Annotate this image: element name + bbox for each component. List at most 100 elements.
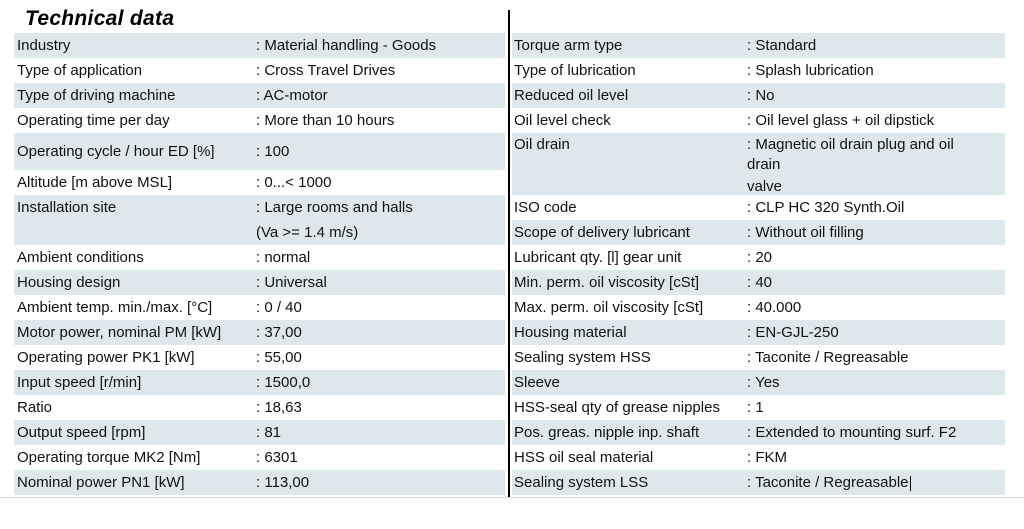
- table-row: Motor power, nominal PM [kW]: 37,00: [14, 320, 505, 345]
- row-value: : 55,00: [256, 349, 505, 366]
- row-label: Min. perm. oil viscosity [cSt]: [514, 274, 700, 291]
- row-value: : 0 / 40: [256, 299, 505, 316]
- row-value: : More than 10 hours: [256, 112, 505, 129]
- row-label: Altitude [m above MSL]: [17, 174, 173, 191]
- row-value: : Large rooms and halls (Va >= 1.4 m/s): [256, 195, 505, 245]
- row-label: Input speed [r/min]: [17, 374, 142, 391]
- table-row: Input speed [r/min] : 1500,0: [14, 370, 505, 395]
- row-value-line: : Without oil filling: [747, 224, 864, 241]
- row-label: Housing material: [514, 324, 627, 341]
- table-row: Housing material: EN-GJL-250: [512, 320, 1005, 345]
- row-label: Housing design: [17, 274, 121, 291]
- row-value: : Extended to mounting surf. F2: [747, 424, 1005, 441]
- row-value: : 100: [256, 143, 505, 160]
- row-value-line: : More than 10 hours: [256, 112, 395, 129]
- row-label: Type of lubrication: [514, 62, 636, 79]
- table-row: Scope of delivery lubricant: Without oil…: [512, 220, 1005, 245]
- table-row: HSS-seal qty of grease nipples: 1: [512, 395, 1005, 420]
- row-value: : 40: [747, 274, 1005, 291]
- row-value: : 113,00: [256, 474, 505, 491]
- row-value: : 1500,0: [256, 374, 505, 391]
- row-value-line: : Material handling - Goods: [256, 37, 437, 54]
- row-value: : Oil level glass + oil dipstick: [747, 112, 1005, 129]
- row-value-line: : normal: [256, 249, 311, 266]
- row-label: Nominal power PN1 [kW]: [17, 474, 185, 491]
- row-label: Operating power PK1 [kW]: [17, 349, 195, 366]
- table-row: Pos. greas. nipple inp. shaft : Extended …: [512, 420, 1005, 445]
- table-row: Sealing system HSS : Taconite / Regreasab…: [512, 345, 1005, 370]
- row-value-line: : Extended to mounting surf. F2: [747, 424, 957, 441]
- row-label: Type of application: [17, 62, 143, 79]
- row-value: : No: [747, 87, 1005, 104]
- row-value-line: : Taconite / Regreasable: [747, 474, 911, 491]
- row-value-line: (Va >= 1.4 m/s): [256, 224, 359, 241]
- row-value-line: : 37,00: [256, 324, 302, 341]
- table-row: Ratio : 18,63: [14, 395, 505, 420]
- row-value-line: : No: [747, 87, 775, 104]
- table-row: Max. perm. oil viscosity [cSt] : 40.000: [512, 295, 1005, 320]
- row-label: Sealing system HSS: [514, 349, 651, 366]
- row-label: Max. perm. oil viscosity [cSt]: [514, 299, 704, 316]
- row-label: Reduced oil level: [514, 87, 629, 104]
- row-label: Ambient temp. min./max. [°C]: [17, 299, 213, 316]
- row-value: : Material handling - Goods: [256, 37, 505, 54]
- table-row: Operating time per day : More than 10 hou…: [14, 108, 505, 133]
- row-value-line: : Taconite / Regreasable: [747, 349, 909, 366]
- row-value: : 37,00: [256, 324, 505, 341]
- table-row: ISO code: CLP HC 320 Synth.Oil: [512, 195, 1005, 220]
- row-value-line: : Yes: [747, 374, 780, 391]
- table-row: Altitude [m above MSL] : 0...< 1000: [14, 170, 505, 195]
- row-label: Torque arm type: [514, 37, 623, 54]
- row-label: Sealing system LSS: [514, 474, 649, 491]
- row-value-line: : 81: [256, 424, 282, 441]
- row-value-line: : Standard: [747, 37, 817, 54]
- row-value: : 40.000: [747, 299, 1005, 316]
- row-value: : 18,63: [256, 399, 505, 416]
- row-label: Type of driving machine: [17, 87, 176, 104]
- table-row: Reduced oil level : No: [512, 83, 1005, 108]
- row-label: Installation site: [17, 199, 117, 216]
- table-row: Industry : Material handling - Goods: [14, 33, 505, 58]
- right-column-table: Torque arm type : Standard Type of lubrica…: [512, 33, 1005, 495]
- row-value-line: : 100: [256, 143, 290, 160]
- row-label: Oil level check: [514, 112, 611, 129]
- row-value-line: : AC-motor: [256, 87, 328, 104]
- row-value: : 0...< 1000: [256, 174, 505, 191]
- row-value-line: : 6301: [256, 449, 298, 466]
- table-row: Oil drain: Magnetic oil drain plug and o…: [512, 133, 1005, 195]
- row-label: Lubricant qty. [l] gear unit: [514, 249, 682, 266]
- table-row: Type of driving machine : AC-motor: [14, 83, 505, 108]
- table-row: Torque arm type : Standard: [512, 33, 1005, 58]
- row-label: HSS oil seal material: [514, 449, 654, 466]
- row-label: Operating time per day: [17, 112, 170, 129]
- row-value: : Taconite / Regreasable: [747, 474, 1005, 491]
- row-value: : CLP HC 320 Synth.Oil: [747, 199, 1005, 216]
- row-value-line: : 1500,0: [256, 374, 311, 391]
- table-row: Type of application : Cross Travel Drives: [14, 58, 505, 83]
- page-title: Technical data: [25, 7, 175, 30]
- table-row: Operating power PK1 [kW] : 55,00: [14, 345, 505, 370]
- row-value: : Taconite / Regreasable: [747, 349, 1005, 366]
- table-row: Oil level check : Oil level glass + oil d…: [512, 108, 1005, 133]
- row-value: : Yes: [747, 374, 1005, 391]
- row-value: : FKM: [747, 449, 1005, 466]
- row-value: : 20: [747, 249, 1005, 266]
- row-label: Pos. greas. nipple inp. shaft: [514, 424, 700, 441]
- row-value-line: : 0...< 1000: [256, 174, 332, 191]
- row-value-line: : 40.000: [747, 299, 802, 316]
- row-label: Ratio: [17, 399, 53, 416]
- row-value-line: : 0 / 40: [256, 299, 302, 316]
- row-label: Output speed [rpm]: [17, 424, 146, 441]
- row-value: : Cross Travel Drives: [256, 62, 505, 79]
- table-row: Type of lubrication: Splash lubrication: [512, 58, 1005, 83]
- table-row: Output speed [rpm] : 81: [14, 420, 505, 445]
- row-label: Oil drain: [514, 136, 570, 153]
- table-row: Housing design: Universal: [14, 270, 505, 295]
- table-row: Ambient temp. min./max. [°C] : 0 / 40: [14, 295, 505, 320]
- row-value-line: : Cross Travel Drives: [256, 62, 396, 79]
- row-value-line: : Large rooms and halls: [256, 199, 413, 216]
- row-label: Ambient conditions: [17, 249, 144, 266]
- table-row: Ambient conditions : normal: [14, 245, 505, 270]
- row-label: Industry: [17, 37, 71, 54]
